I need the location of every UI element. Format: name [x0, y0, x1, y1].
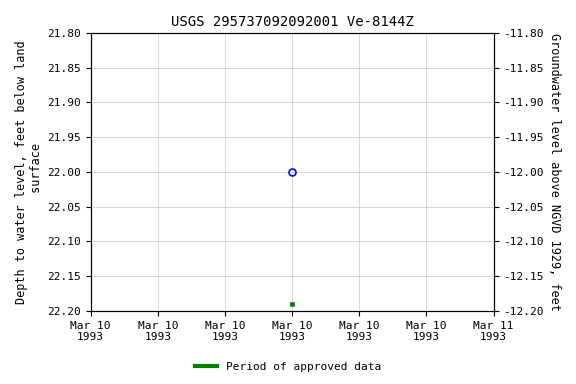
- Legend: Period of approved data: Period of approved data: [191, 358, 385, 377]
- Y-axis label: Groundwater level above NGVD 1929, feet: Groundwater level above NGVD 1929, feet: [548, 33, 561, 311]
- Title: USGS 295737092092001 Ve-8144Z: USGS 295737092092001 Ve-8144Z: [170, 15, 414, 29]
- Y-axis label: Depth to water level, feet below land
 surface: Depth to water level, feet below land su…: [15, 40, 43, 304]
